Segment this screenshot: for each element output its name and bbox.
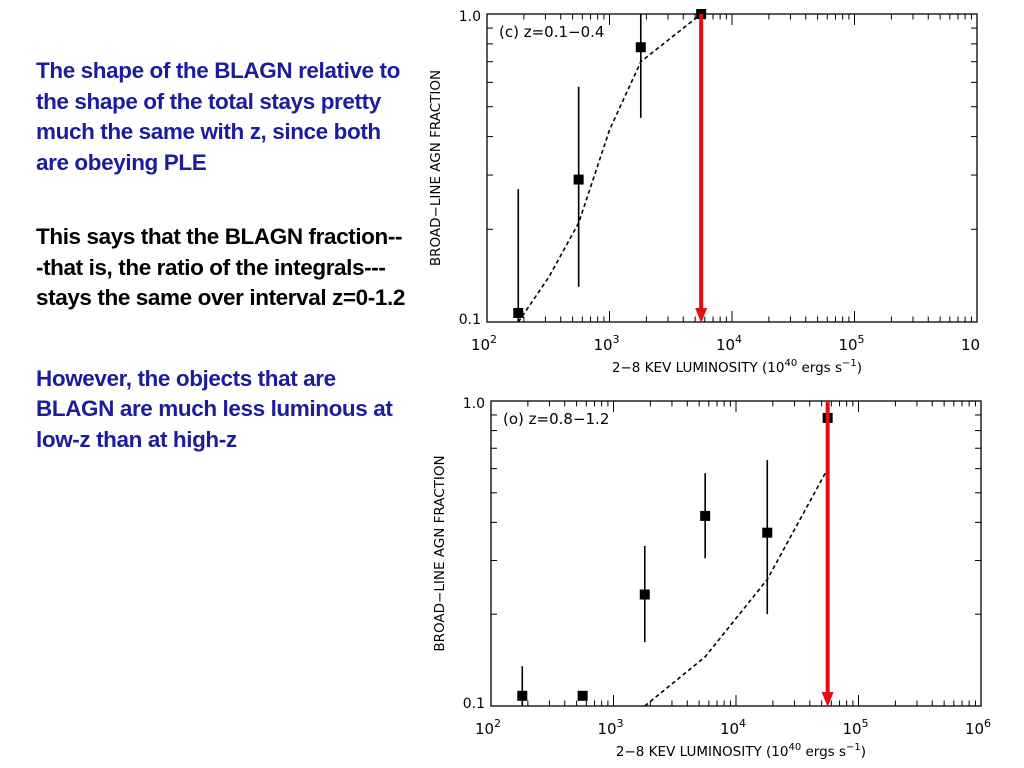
luminosity-marker-arrowhead (821, 692, 834, 707)
panel-title: (c) z=0.1−0.4 (499, 23, 604, 41)
x-tick-exponent: 6 (984, 717, 991, 730)
y-tick-label: 0.1 (459, 312, 481, 328)
y-tick-label: 1.0 (459, 9, 481, 25)
x-tick-base: 10 (593, 336, 612, 354)
x-axis-label-xlabel-tail: ergs s (801, 744, 846, 760)
x-tick-label: 104 (716, 333, 742, 354)
x-axis-label-xlabel-sup2: −1 (846, 742, 861, 753)
x-tick-exponent: 5 (858, 333, 865, 346)
x-axis-label-xlabel-sup2: −1 (842, 358, 857, 369)
x-tick-exponent: 2 (490, 333, 497, 346)
x-tick-base: 10 (720, 720, 739, 738)
x-tick-base: 10 (842, 720, 861, 738)
y-axis-label: BROAD−LINE AGN FRACTION (428, 70, 444, 266)
x-tick-base: 10 (838, 336, 857, 354)
paragraph-luminosity-evolution: However, the objects that are BLAGN are … (36, 365, 393, 452)
x-axis-label-xlabel-sup: 40 (788, 742, 801, 753)
x-tick-label: 102 (471, 333, 497, 354)
model-dashed-line (517, 13, 702, 323)
data-point (639, 589, 650, 600)
paragraph-ple-shape: The shape of the BLAGN relative to the s… (36, 58, 400, 175)
x-axis-label-xlabel: 2−8 KEV LUMINOSITY (10 (612, 360, 785, 376)
x-tick-label: 106 (961, 333, 980, 354)
x-axis-label-xlabel-end: ) (857, 360, 862, 376)
model-dashed-line (644, 468, 829, 707)
paragraph-blagn-fraction: This says that the BLAGN fraction---that… (36, 224, 405, 310)
panel-title: (o) z=0.8−1.2 (503, 410, 609, 428)
x-tick-base: 10 (475, 720, 494, 738)
y-tick-label: 1.0 (463, 396, 485, 412)
x-tick-base: 10 (965, 720, 984, 738)
plot-frame (490, 400, 982, 707)
plot-frame (486, 13, 978, 323)
data-point (700, 510, 711, 521)
data-point (762, 527, 773, 538)
x-tick-label: 103 (597, 717, 623, 738)
x-tick-exponent: 3 (617, 717, 624, 730)
x-tick-exponent: 2 (494, 717, 501, 730)
x-tick-base: 10 (961, 336, 980, 354)
x-tick-exponent: 4 (739, 717, 746, 730)
x-tick-exponent: 3 (613, 333, 620, 346)
x-tick-base: 10 (597, 720, 616, 738)
luminosity-marker-arrowhead (695, 308, 708, 323)
data-point (635, 42, 646, 53)
y-tick-label: 0.1 (463, 696, 485, 712)
x-axis-label: 2−8 KEV LUMINOSITY (1040 ergs s−1) (612, 358, 862, 376)
x-tick-exponent: 4 (735, 333, 742, 346)
x-axis-label: 2−8 KEV LUMINOSITY (1040 ergs s−1) (616, 742, 866, 760)
x-axis-label-xlabel-tail: ergs s (797, 360, 842, 376)
y-axis-label: BROAD−LINE AGN FRACTION (432, 455, 448, 651)
data-point (513, 307, 524, 318)
data-point (517, 690, 528, 701)
data-point (577, 690, 588, 701)
x-tick-label: 106 (965, 717, 991, 738)
x-tick-base: 10 (471, 336, 490, 354)
x-tick-label: 105 (842, 717, 868, 738)
x-axis-label-xlabel: 2−8 KEV LUMINOSITY (10 (616, 744, 789, 760)
data-point (573, 174, 584, 185)
x-axis-label-xlabel-sup: 40 (784, 358, 797, 369)
x-tick-label: 103 (593, 333, 619, 354)
x-tick-label: 104 (720, 717, 746, 738)
x-tick-label: 102 (475, 717, 501, 738)
x-tick-exponent: 5 (862, 717, 869, 730)
x-axis-label-xlabel-end: ) (861, 744, 866, 760)
slide-text: The shape of the BLAGN relative to the s… (36, 56, 406, 455)
x-tick-base: 10 (716, 336, 735, 354)
x-tick-label: 105 (838, 333, 864, 354)
